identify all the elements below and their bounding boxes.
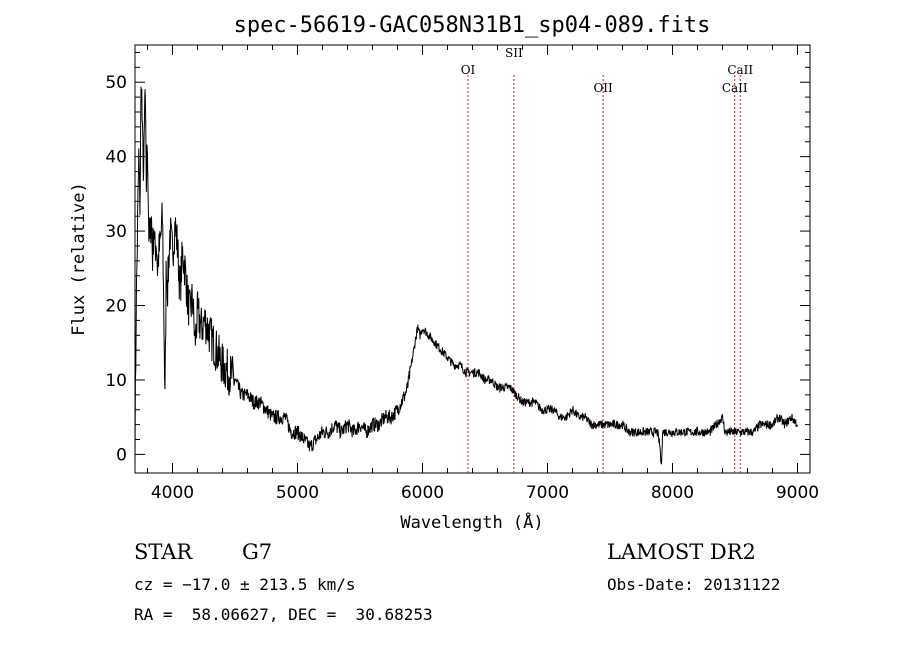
spectral-line-label: OII <box>593 81 613 95</box>
tick-layer: 4000 5000 6000 7000 8000 9000 0 10 20 30 40 50 <box>105 45 819 503</box>
x-tick-label: 9000 <box>776 483 819 503</box>
spectral-line-label: SII <box>505 46 523 60</box>
plot-frame <box>134 44 811 474</box>
y-axis-label: Flux (relative) <box>69 182 89 336</box>
spectral-line-label: OI <box>461 63 476 77</box>
annotation-layer: OI SII OII CaII CaII <box>461 46 753 473</box>
x-tick-label: 4000 <box>151 483 194 503</box>
survey-name: LAMOST DR2 <box>607 540 756 564</box>
object-subclass: G7 <box>242 540 273 564</box>
x-tick-label: 5000 <box>276 483 319 503</box>
coordinates: RA = 58.06627, DEC = 30.68253 <box>134 605 433 624</box>
redshift-cz: cz = −17.0 ± 213.5 km/s <box>134 575 356 594</box>
obs-date: Obs-Date: 20131122 <box>607 575 781 594</box>
y-tick-label: 0 <box>116 445 127 465</box>
x-tick-label: 8000 <box>651 483 694 503</box>
y-tick-label: 20 <box>105 297 127 317</box>
spectral-line-label: CaII <box>722 81 748 95</box>
y-tick-label: 40 <box>105 148 127 168</box>
y-tick-label: 10 <box>105 371 127 391</box>
y-tick-label: 30 <box>105 222 127 242</box>
y-tick-label: 50 <box>105 73 127 93</box>
x-axis-label: Wavelength (Å) <box>400 511 543 533</box>
spectrum-line <box>134 86 798 465</box>
x-tick-label: 7000 <box>526 483 569 503</box>
spectral-line-label: CaII <box>727 63 753 77</box>
object-class: STAR <box>134 540 193 564</box>
chart-title: spec-56619-GAC058N31B1_sp04-089.fits <box>234 13 711 38</box>
x-tick-label: 6000 <box>401 483 444 503</box>
